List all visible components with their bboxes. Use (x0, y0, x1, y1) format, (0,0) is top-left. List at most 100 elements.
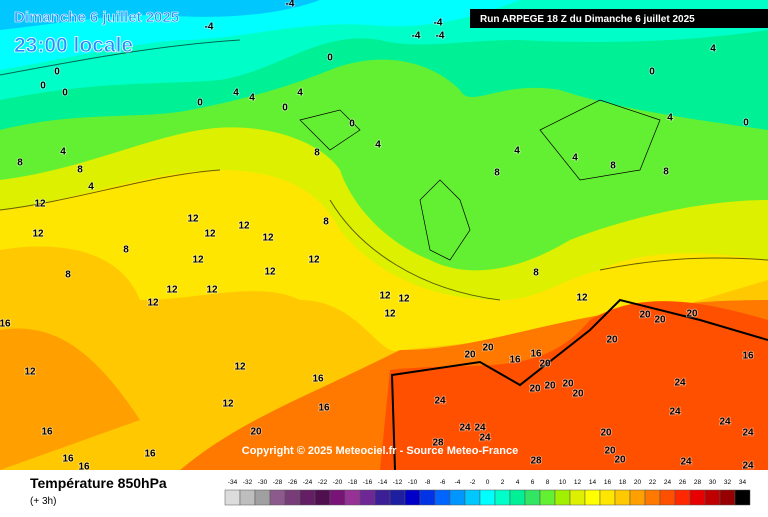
scale-label: 26 (679, 479, 687, 486)
color-scale: -34 -32 -30 -28 -26 -24 -22 -20 -18 -16 -14 -12 -10-… (224, 479, 751, 506)
scale-swatch (239, 489, 256, 506)
scale-label: -4 (455, 479, 461, 486)
contour-label: 8 (533, 268, 539, 279)
contour-label: 0 (62, 88, 68, 99)
contour-label: 12 (238, 221, 250, 232)
contour-label: 0 (743, 118, 749, 129)
contour-label: 12 (32, 229, 44, 240)
scale-label: -10 (408, 479, 418, 486)
contour-label: -4 (286, 0, 295, 10)
contour-label: 8 (610, 161, 616, 172)
contour-label: 16 (312, 374, 324, 385)
contour-label: 12 (308, 255, 320, 266)
scale-swatch (734, 489, 751, 506)
contour-label: 20 (539, 359, 551, 370)
contour-label: 24 (742, 428, 754, 439)
scale-label: 12 (574, 479, 582, 486)
scale-label: 14 (589, 479, 597, 486)
scale-swatch (704, 489, 721, 506)
scale-label: -2 (470, 479, 476, 486)
contour-label: 20 (572, 389, 584, 400)
contour-label: 20 (464, 350, 476, 361)
contour-label: 16 (742, 351, 754, 362)
contour-label: 20 (614, 455, 626, 466)
scale-label: -22 (318, 479, 328, 486)
contour-label: 16 (62, 454, 74, 465)
contour-label: 24 (479, 433, 491, 444)
contour-label: 8 (663, 167, 669, 178)
scale-swatch (524, 489, 541, 506)
contour-label: -4 (434, 18, 443, 29)
contour-label: 28 (530, 456, 542, 467)
contour-label: 12 (576, 293, 588, 304)
scale-swatch (674, 489, 691, 506)
contour-label: 20 (639, 310, 651, 321)
scale-label: -20 (333, 479, 343, 486)
contour-label: 20 (604, 446, 616, 457)
scale-swatch (539, 489, 556, 506)
scale-label: 22 (649, 479, 657, 486)
contour-label: 12 (264, 267, 276, 278)
contour-label: 4 (572, 153, 578, 164)
scale-label: 0 (486, 479, 490, 486)
contour-label: -4 (436, 31, 445, 42)
contour-label: 8 (65, 270, 71, 281)
scale-swatch (479, 489, 496, 506)
scale-swatch (314, 489, 331, 506)
scale-swatch (629, 489, 646, 506)
contour-label: 12 (206, 285, 218, 296)
contour-label: 8 (314, 148, 320, 159)
scale-swatch (554, 489, 571, 506)
scale-label: -16 (363, 479, 373, 486)
contour-label: 16 (144, 449, 156, 460)
contour-label: 4 (88, 182, 94, 193)
contour-label: 24 (474, 423, 486, 434)
contour-label: 4 (710, 44, 716, 55)
contour-label: 4 (667, 113, 673, 124)
contour-label: 20 (529, 384, 541, 395)
scale-swatch (344, 489, 361, 506)
scale-swatch (389, 489, 406, 506)
run-info: Run ARPEGE 18 Z du Dimanche 6 juillet 20… (480, 14, 695, 25)
contour-label: 12 (187, 214, 199, 225)
contour-label: 24 (742, 461, 754, 472)
contour-label: 24 (669, 407, 681, 418)
scale-swatch (509, 489, 526, 506)
contour-label: 20 (606, 335, 618, 346)
scale-label: -30 (258, 479, 268, 486)
contour-label: 20 (544, 381, 556, 392)
contour-label: 12 (398, 294, 410, 305)
contour-label: 0 (282, 103, 288, 114)
scale-label: -32 (243, 479, 253, 486)
contour-label: 20 (654, 315, 666, 326)
map-date: Dimanche 6 juillet 2025 (14, 9, 179, 26)
scale-swatch (659, 489, 676, 506)
scale-label: 20 (634, 479, 642, 486)
scale-swatch (719, 489, 736, 506)
contour-label: 20 (686, 309, 698, 320)
contour-label: 28 (432, 438, 444, 449)
scale-label: 32 (724, 479, 732, 486)
scale-label: -14 (378, 479, 388, 486)
contour-label: 24 (434, 396, 446, 407)
scale-label: -26 (288, 479, 298, 486)
contour-label: 12 (24, 367, 36, 378)
scale-swatch (269, 489, 286, 506)
contour-label: 0 (327, 53, 333, 64)
scale-label: -28 (273, 479, 283, 486)
scale-swatch (644, 489, 661, 506)
contour-label: 8 (123, 245, 129, 256)
contour-label: 0 (349, 119, 355, 130)
contour-label: 24 (674, 378, 686, 389)
contour-label: 4 (297, 88, 303, 99)
copyright: Copyright © 2025 Meteociel.fr - Source M… (242, 445, 518, 457)
contour-label: 12 (262, 233, 274, 244)
scale-label: 10 (559, 479, 567, 486)
contour-label: 12 (34, 199, 46, 210)
contour-label: 12 (379, 291, 391, 302)
scale-swatch (329, 489, 346, 506)
contour-label: 24 (680, 457, 692, 468)
scale-swatch (464, 489, 481, 506)
